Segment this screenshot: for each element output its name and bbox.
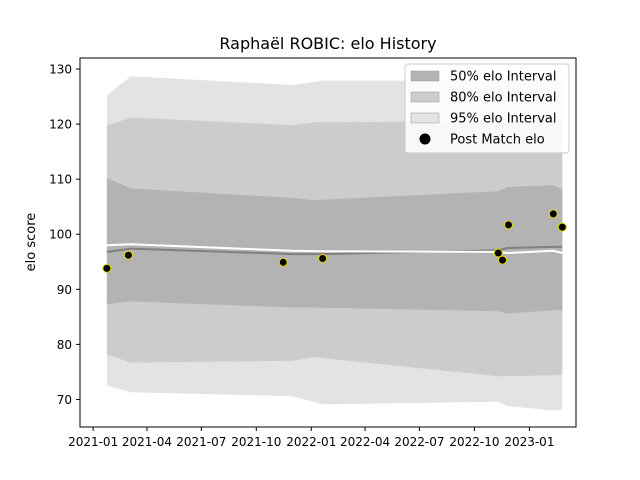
post-match-point [548, 209, 558, 219]
x-tick-label: 2021-01 [68, 435, 118, 449]
post-match-point [493, 248, 503, 258]
x-tick-label: 2021-04 [122, 435, 172, 449]
y-tick-label: 70 [57, 393, 72, 407]
mean-lines [106, 243, 563, 256]
band-50pct-elo-interval [106, 178, 563, 314]
post-match-point [278, 257, 288, 267]
legend-label-95pct-elo-interval: 95% elo Interval [450, 112, 557, 127]
x-tick-label: 2022-01 [286, 435, 336, 449]
plot-frame [79, 57, 577, 428]
y-axis-label: elo score [24, 213, 39, 272]
legend-label-50pct-elo-interval: 50% elo Interval [450, 70, 557, 85]
series-line-4 [106, 243, 563, 255]
post-match-point [557, 222, 567, 232]
y-tick-label: 80 [57, 338, 72, 352]
x-tick-label: 2021-07 [176, 435, 226, 449]
x-tick-label: 2021-10 [231, 435, 281, 449]
post-match-point [123, 250, 133, 260]
y-tick-label: 130 [49, 63, 72, 77]
x-tick-label: 2022-04 [340, 435, 390, 449]
post-match-points [102, 209, 567, 273]
y-axis: 70 80 90 100 110 120 130 [49, 63, 80, 407]
legend-marker-post-match-elo [419, 133, 431, 145]
x-tick-label: 2022-07 [394, 435, 444, 449]
legend-box [404, 63, 570, 154]
legend: 50% elo Interval 80% elo Interval 95% elo … [404, 63, 570, 154]
y-tick-label: 100 [49, 228, 72, 242]
interval-bands [106, 76, 563, 411]
post-match-point [318, 254, 328, 263]
legend-label-80pct-elo-interval: 80% elo Interval [450, 91, 557, 106]
x-tick-label: 2023-01 [504, 435, 554, 449]
post-match-point [504, 220, 513, 230]
chart-title: Raphaël ROBIC: elo History [219, 34, 436, 53]
x-axis: 2021-01 2021-04 2021-07 2021-10 2022-01 2022-… [68, 427, 554, 449]
y-tick-label: 120 [49, 118, 72, 132]
legend-label-post-match-elo: Post Match elo [450, 133, 545, 148]
post-match-point [102, 263, 112, 273]
legend-swatch-80pct-elo-interval [410, 91, 440, 103]
post-match-point [498, 255, 507, 265]
legend-swatch-50pct-elo-interval [410, 70, 440, 82]
x-tick-label: 2022-10 [449, 435, 499, 449]
legend-swatch-95pct-elo-interval [410, 112, 440, 124]
y-tick-label: 110 [49, 173, 72, 187]
y-tick-label: 90 [57, 283, 72, 297]
